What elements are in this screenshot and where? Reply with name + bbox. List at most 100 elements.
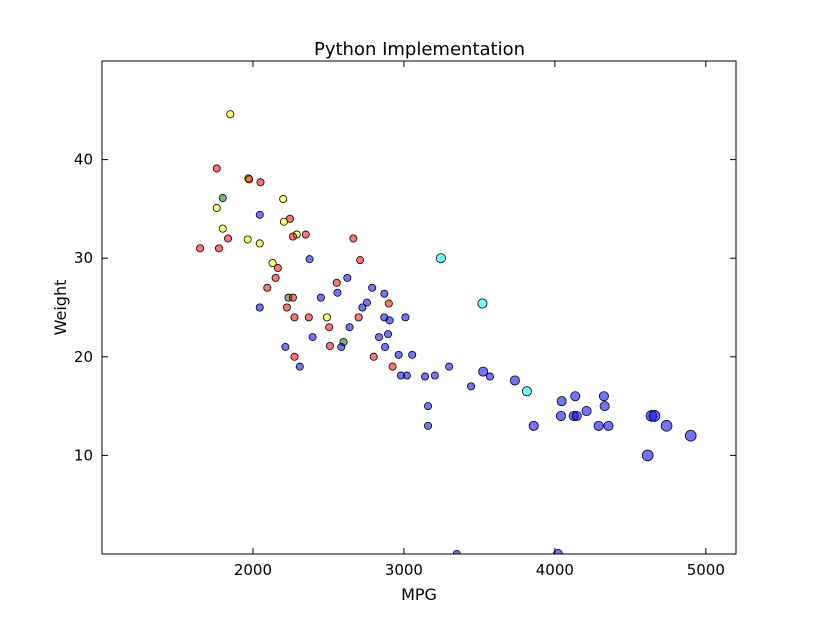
data-point [308, 333, 317, 342]
plot-frame [101, 60, 737, 555]
data-point [224, 234, 233, 243]
data-point [255, 239, 264, 248]
data-point [401, 313, 410, 322]
data-point [304, 313, 313, 322]
data-point [521, 386, 532, 397]
x-axis-label: MPG [401, 585, 437, 604]
points-layer [196, 110, 697, 554]
data-point [337, 342, 346, 351]
data-point [268, 259, 277, 268]
data-point [467, 382, 476, 391]
y-axis-label: Weight [51, 280, 70, 336]
x-tick-label: 5000 [687, 561, 725, 579]
data-point [212, 203, 221, 212]
data-point [290, 313, 299, 322]
chart-title: Python Implementation [314, 39, 525, 60]
data-point [385, 316, 394, 325]
data-point [305, 255, 314, 264]
data-point [245, 175, 254, 184]
data-point [325, 341, 334, 350]
data-point [271, 273, 280, 282]
data-point [212, 164, 221, 173]
data-point [288, 293, 297, 302]
data-point [388, 362, 397, 371]
data-point [381, 342, 390, 351]
data-point [256, 178, 265, 187]
data-point [226, 110, 235, 119]
data-point [322, 313, 331, 322]
data-point [581, 406, 592, 417]
data-point [408, 350, 417, 359]
data-point [421, 372, 430, 381]
data-point [288, 232, 297, 241]
data-point [255, 303, 264, 312]
data-point [452, 550, 461, 554]
data-point [218, 224, 227, 233]
data-point [325, 323, 334, 332]
data-point [354, 313, 363, 322]
data-point [374, 333, 383, 342]
data-point [356, 256, 365, 265]
data-point [424, 421, 433, 430]
data-point [380, 289, 389, 298]
data-point [316, 293, 325, 302]
data-point [571, 410, 582, 421]
data-point [243, 235, 252, 244]
data-point [282, 303, 291, 312]
data-point [368, 283, 377, 292]
data-point [345, 323, 354, 332]
x-tick-label: 4000 [536, 561, 574, 579]
ticks-layer: 2000 3000 4000 5000 10 20 30 40 [74, 61, 736, 579]
data-point [362, 298, 371, 307]
y-tick-label: 10 [74, 446, 93, 464]
data-point [424, 402, 433, 411]
data-point [660, 420, 673, 432]
data-point [445, 362, 454, 371]
data-point [641, 449, 654, 462]
data-point [402, 371, 411, 380]
data-point [477, 298, 488, 309]
data-point [218, 194, 227, 203]
data-point [279, 195, 288, 204]
data-point [196, 244, 205, 253]
data-point [394, 350, 403, 359]
data-point [255, 210, 264, 219]
data-point [214, 244, 223, 253]
data-point [599, 401, 610, 412]
data-point [509, 375, 520, 386]
data-point [349, 234, 358, 243]
data-point [430, 371, 439, 380]
data-point [598, 391, 609, 402]
data-point [593, 420, 604, 431]
data-point [528, 420, 539, 431]
data-point [343, 273, 352, 282]
data-point [369, 352, 378, 361]
data-point [332, 278, 341, 287]
data-point [684, 429, 697, 442]
data-point [273, 264, 282, 273]
y-tick-label: 40 [74, 151, 93, 169]
data-point [384, 299, 393, 308]
y-tick-label: 20 [74, 348, 93, 366]
data-point [290, 352, 299, 361]
x-tick-label: 2000 [234, 561, 272, 579]
data-point [333, 288, 342, 297]
x-tick-label: 3000 [385, 561, 423, 579]
data-point [552, 549, 563, 554]
data-point [295, 362, 304, 371]
data-point [555, 410, 566, 421]
data-point [281, 342, 290, 351]
data-point [358, 303, 367, 312]
data-point [570, 391, 581, 402]
data-point [603, 420, 614, 431]
data-point [384, 330, 393, 339]
data-point [478, 366, 489, 377]
data-point [279, 217, 288, 226]
data-point [263, 283, 272, 292]
data-point [301, 230, 310, 239]
data-point [435, 253, 446, 264]
data-point [485, 372, 494, 381]
y-tick-label: 30 [74, 249, 93, 267]
data-point [556, 396, 567, 407]
